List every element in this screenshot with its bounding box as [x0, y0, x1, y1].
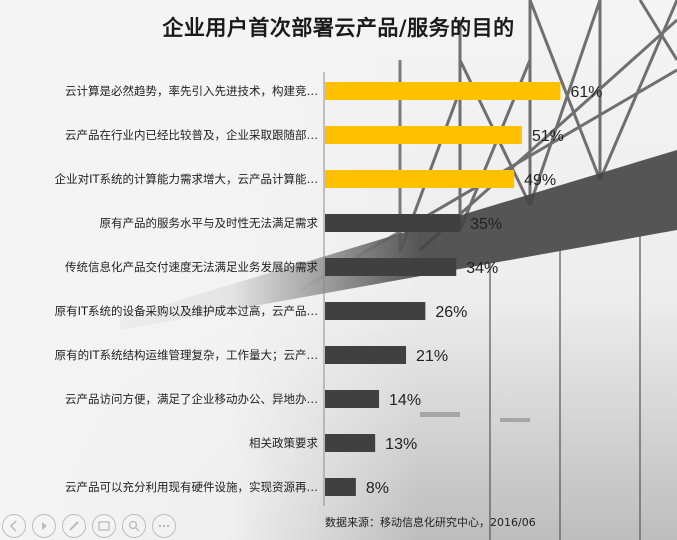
value-label: 35%	[470, 216, 502, 233]
category-label: 云产品在行业内已经比较普及，企业采取跟随部…	[65, 128, 318, 142]
value-label: 13%	[385, 436, 417, 453]
bar	[325, 346, 407, 364]
value-label: 34%	[466, 260, 498, 277]
bar	[325, 434, 376, 452]
category-label: 原有的IT系统结构运维管理复杂，工作量大；云产…	[55, 348, 318, 362]
zoom-button[interactable]	[122, 514, 146, 538]
category-label: 云产品访问方便，满足了企业移动办公、异地办…	[65, 392, 318, 406]
bar	[325, 258, 457, 276]
back-button[interactable]	[2, 514, 26, 538]
bar	[325, 302, 426, 320]
pen-button[interactable]	[62, 514, 86, 538]
value-label: 61%	[570, 84, 602, 101]
category-label: 原有IT系统的设备采购以及维护成本过高，云产品…	[55, 304, 318, 318]
play-icon	[42, 522, 47, 530]
bar	[325, 126, 522, 144]
category-label: 云产品可以充分利用现有硬件设施，实现资源再…	[65, 480, 318, 494]
value-label: 21%	[416, 348, 448, 365]
category-label: 传统信息化产品交付速度无法满足业务发展的需求	[65, 260, 318, 274]
value-label: 51%	[532, 128, 564, 145]
more-icon	[158, 524, 170, 528]
value-label: 14%	[389, 392, 421, 409]
more-button[interactable]	[152, 514, 176, 538]
play-button[interactable]	[32, 514, 56, 538]
slides-icon	[98, 521, 110, 531]
category-label: 云计算是必然趋势，率先引入先进技术，构建竞…	[65, 84, 318, 98]
bar	[325, 170, 515, 188]
bar	[325, 390, 380, 408]
category-label: 原有产品的服务水平与及时性无法满足需求	[100, 216, 319, 230]
bar	[325, 214, 461, 232]
data-source-note: 数据来源：移动信息化研究中心，2016/06	[325, 516, 536, 529]
value-label: 8%	[366, 480, 389, 497]
pen-icon	[69, 521, 79, 531]
slides-button[interactable]	[92, 514, 116, 538]
category-label: 相关政策要求	[249, 436, 318, 450]
zoom-icon	[128, 520, 140, 532]
category-label: 企业对IT系统的计算能力需求增大，云产品计算能…	[55, 172, 318, 186]
chart-title: 企业用户首次部署云产品/服务的目的	[162, 16, 515, 40]
bar	[325, 478, 356, 496]
bar	[325, 82, 561, 100]
value-label: 49%	[524, 172, 556, 189]
value-label: 26%	[435, 304, 467, 321]
back-icon	[9, 520, 17, 532]
